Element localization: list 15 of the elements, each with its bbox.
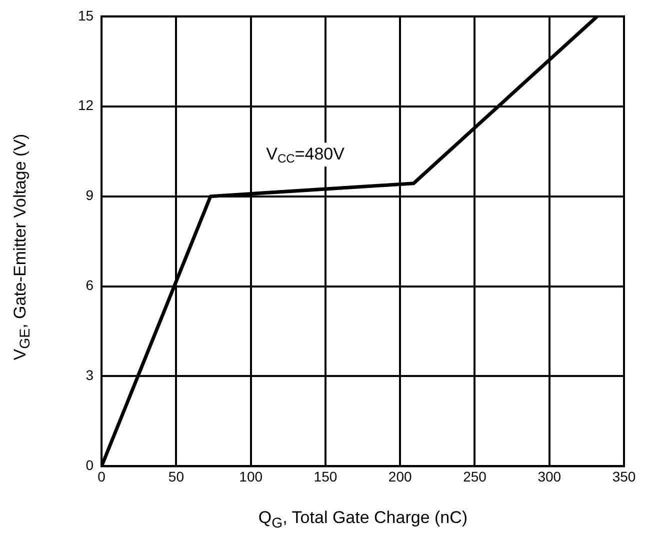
x-tick-label: 0 [98,468,106,484]
y-tick-label: 3 [86,367,94,384]
x-tick-label: 200 [388,468,412,484]
x-tick-label: 50 [168,468,184,484]
x-tick-label: 150 [314,468,338,484]
x-tick-label: 300 [538,468,562,484]
y-tick-label: 6 [86,277,94,294]
x-tick-label: 350 [612,468,636,484]
y-tick-label: 12 [78,97,94,114]
y-tick-label: 9 [86,187,94,204]
y-tick-label: 0 [86,457,94,474]
x-tick-label: 100 [239,468,263,484]
x-tick-label: 250 [463,468,487,484]
y-tick-label: 15 [78,7,94,24]
x-axis-title: Q$_{G}$, Total Gate Charge (nC) [257,508,469,532]
